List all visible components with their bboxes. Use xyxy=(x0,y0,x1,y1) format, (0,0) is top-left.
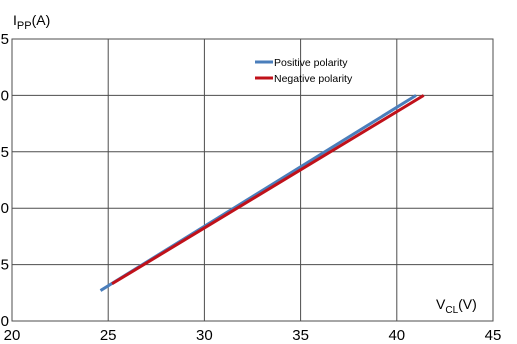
x-tick-label: 30 xyxy=(196,327,213,344)
x-tick-label: 35 xyxy=(292,327,309,344)
grid-lines xyxy=(12,39,493,321)
x-axis-label-unit: (V) xyxy=(458,296,477,312)
legend: Positive polarity Negative polarity xyxy=(255,57,353,85)
y-tick-label: 5 xyxy=(1,257,9,274)
y-axis-label: IPP(A) xyxy=(13,12,50,32)
x-axis-label-main: V xyxy=(436,296,446,312)
x-tick-label: 45 xyxy=(485,327,502,344)
y-tick-label: 0 xyxy=(1,87,9,104)
y-tick-label: 5 xyxy=(1,31,9,48)
legend-entry-label: Positive polarity xyxy=(274,57,348,69)
y-tick-labels: 0 5 0 5 0 5 xyxy=(1,31,9,330)
y-tick-label: 5 xyxy=(1,144,9,161)
y-axis-label-sub: PP xyxy=(17,20,32,32)
x-tick-labels: 20 25 30 35 40 45 xyxy=(4,327,502,344)
x-tick-label: 20 xyxy=(4,327,21,344)
x-tick-label: 25 xyxy=(100,327,117,344)
x-tick-label: 40 xyxy=(388,327,405,344)
x-axis-label: VCL(V) xyxy=(436,296,477,316)
y-axis-label-unit: (A) xyxy=(32,12,51,28)
y-axis-label-main: I xyxy=(13,12,17,28)
y-tick-label: 0 xyxy=(1,200,9,217)
y-tick-label: 0 xyxy=(1,313,9,330)
series-line xyxy=(111,94,425,286)
legend-entry-label: Negative polarity xyxy=(274,73,353,85)
x-axis-label-sub: CL xyxy=(445,305,458,316)
plot-area-frame xyxy=(11,38,494,322)
series-layer xyxy=(99,94,425,292)
